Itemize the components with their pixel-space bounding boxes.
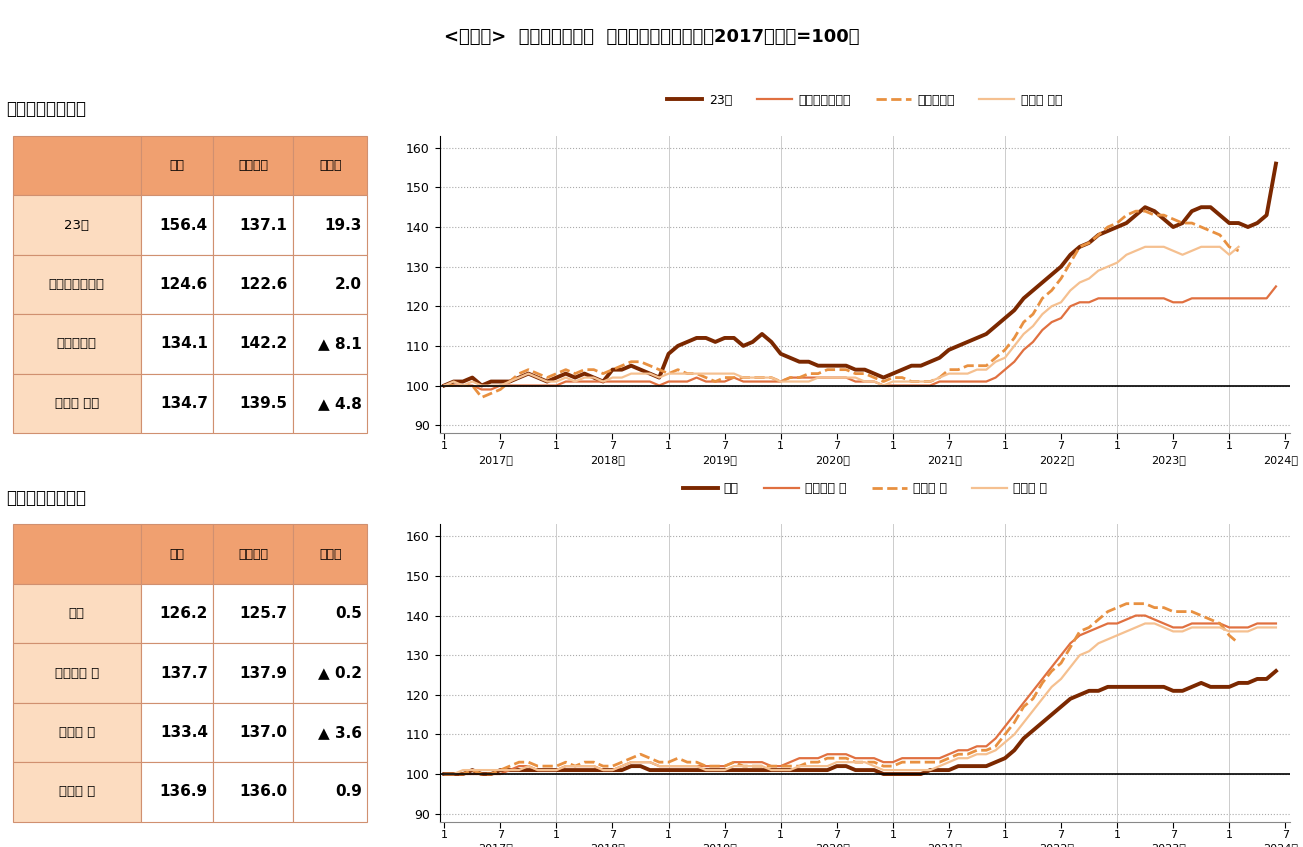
Text: 142.2: 142.2	[240, 336, 288, 352]
Text: 2018年: 2018年	[590, 455, 625, 465]
Text: 前年同月: 前年同月	[238, 548, 268, 561]
Bar	[214, 136, 293, 196]
Bar	[293, 314, 367, 374]
Bar	[13, 136, 141, 196]
Bar	[13, 255, 141, 314]
Bar	[141, 196, 214, 255]
Bar	[141, 374, 214, 433]
Bar	[293, 762, 367, 822]
Text: 2018年: 2018年	[590, 844, 625, 847]
Text: ▲ 0.2: ▲ 0.2	[318, 666, 362, 680]
Bar	[214, 524, 293, 584]
Bar	[214, 196, 293, 255]
Text: 122.6: 122.6	[240, 277, 288, 292]
Bar	[13, 374, 141, 433]
Text: 千葉県 他: 千葉県 他	[59, 785, 95, 799]
Text: 0.9: 0.9	[335, 784, 362, 800]
Bar	[293, 374, 367, 433]
Text: 千葉県 西部: 千葉県 西部	[55, 397, 99, 410]
Text: 2024年: 2024年	[1263, 455, 1298, 465]
Bar	[13, 584, 141, 643]
Bar	[293, 196, 367, 255]
Text: 136.9: 136.9	[160, 784, 208, 800]
Text: 2023年: 2023年	[1151, 844, 1186, 847]
Bar	[293, 255, 367, 314]
Bar	[293, 703, 367, 762]
Text: 137.7: 137.7	[160, 666, 208, 680]
Text: 2021年: 2021年	[926, 455, 962, 465]
Text: ▲ 8.1: ▲ 8.1	[318, 336, 362, 352]
Text: 前年同月: 前年同月	[238, 159, 268, 172]
Text: 139.5: 139.5	[240, 396, 288, 411]
Legend: 23区, 横浜市・川崎市, さいたま市, 千葉県 西部: 23区, 横浜市・川崎市, さいたま市, 千葉県 西部	[662, 89, 1067, 112]
Text: 2021年: 2021年	[926, 844, 962, 847]
Bar	[13, 703, 141, 762]
Bar	[214, 255, 293, 314]
Text: ▲ 4.8: ▲ 4.8	[318, 396, 362, 411]
Text: 2.0: 2.0	[335, 277, 362, 292]
Bar	[141, 703, 214, 762]
Text: 『中心４エリア』: 『中心４エリア』	[7, 100, 86, 118]
Bar	[293, 584, 367, 643]
Text: 23区: 23区	[64, 219, 90, 231]
Text: 134.1: 134.1	[160, 336, 208, 352]
Text: 134.7: 134.7	[160, 396, 208, 411]
Bar	[293, 643, 367, 703]
Text: 137.9: 137.9	[240, 666, 288, 680]
Text: 神奈川県 他: 神奈川県 他	[55, 667, 99, 679]
Text: 136.0: 136.0	[240, 784, 288, 800]
Text: 当月: 当月	[169, 548, 185, 561]
Bar	[214, 374, 293, 433]
Text: 2019年: 2019年	[702, 844, 737, 847]
Bar	[141, 524, 214, 584]
Text: 2019年: 2019年	[702, 455, 737, 465]
Text: 2017年: 2017年	[478, 844, 513, 847]
Text: ▲ 3.6: ▲ 3.6	[318, 725, 362, 740]
Bar	[141, 584, 214, 643]
Bar	[141, 314, 214, 374]
Text: 当月: 当月	[169, 159, 185, 172]
Text: 都下: 都下	[69, 607, 85, 620]
Bar	[13, 524, 141, 584]
Bar	[214, 584, 293, 643]
Text: 0.5: 0.5	[335, 606, 362, 621]
Text: 133.4: 133.4	[160, 725, 208, 740]
Bar	[141, 643, 214, 703]
Bar	[13, 196, 141, 255]
Text: 125.7: 125.7	[240, 606, 288, 621]
Legend: 都下, 神奈川県 他, 埼玉県 他, 千葉県 他: 都下, 神奈川県 他, 埼玉県 他, 千葉県 他	[678, 477, 1052, 501]
Text: 2022年: 2022年	[1038, 455, 1074, 465]
Bar	[141, 255, 214, 314]
Text: 前年差: 前年差	[319, 548, 341, 561]
Text: 2020年: 2020年	[814, 455, 850, 465]
Text: 2023年: 2023年	[1151, 455, 1186, 465]
Text: 126.2: 126.2	[159, 606, 208, 621]
Text: 2017年: 2017年	[478, 455, 513, 465]
Bar	[214, 762, 293, 822]
Text: 137.0: 137.0	[240, 725, 288, 740]
Bar	[293, 524, 367, 584]
Text: 2020年: 2020年	[814, 844, 850, 847]
Bar	[293, 136, 367, 196]
Text: 埼玉県 他: 埼玉県 他	[59, 726, 95, 739]
Bar	[214, 703, 293, 762]
Text: 156.4: 156.4	[160, 218, 208, 233]
Text: 前年差: 前年差	[319, 159, 341, 172]
Bar	[13, 762, 141, 822]
Bar	[141, 762, 214, 822]
Text: 2022年: 2022年	[1038, 844, 1074, 847]
Bar	[141, 136, 214, 196]
Bar	[214, 314, 293, 374]
Text: さいたま市: さいたま市	[57, 337, 96, 351]
Text: 124.6: 124.6	[160, 277, 208, 292]
Text: 横浜市・川崎市: 横浜市・川崎市	[48, 278, 104, 291]
Bar	[13, 643, 141, 703]
Text: 『周辺４エリア』: 『周辺４エリア』	[7, 489, 86, 507]
Text: 19.3: 19.3	[324, 218, 362, 233]
Bar	[13, 314, 141, 374]
Text: 137.1: 137.1	[240, 218, 288, 233]
Bar	[214, 643, 293, 703]
Text: <図表２>  首都圈８エリア  平均価格指数の推移（2017年１月=100）: <図表２> 首都圈８エリア 平均価格指数の推移（2017年１月=100）	[444, 28, 859, 46]
Text: 2024年: 2024年	[1263, 844, 1298, 847]
